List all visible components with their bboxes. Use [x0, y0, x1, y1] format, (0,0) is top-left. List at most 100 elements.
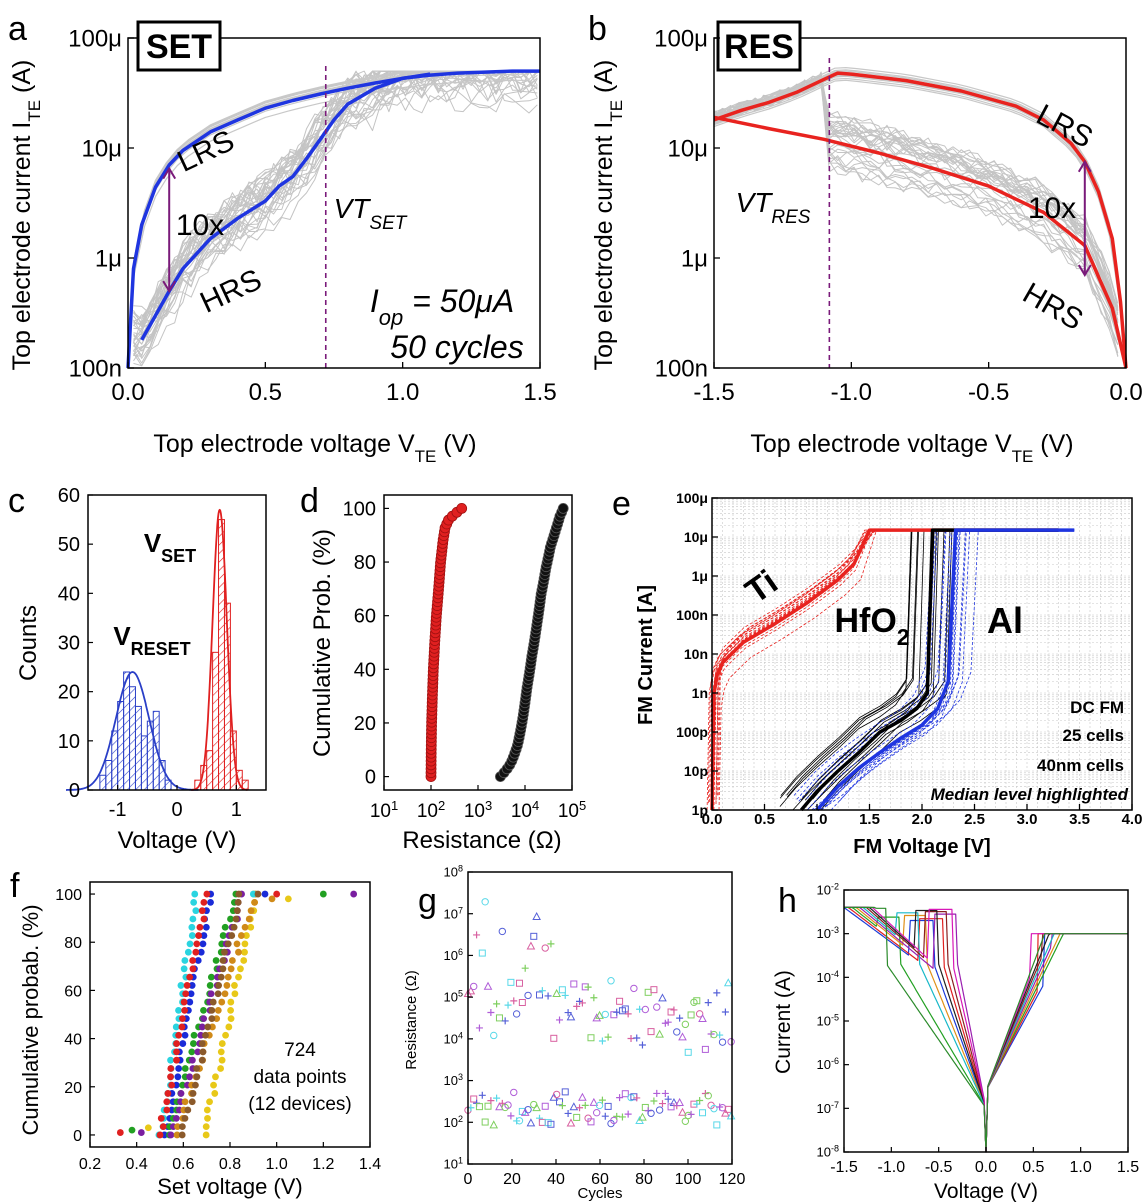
- cycle-trace: [133, 92, 538, 367]
- data-point: [217, 1048, 225, 1056]
- y-tick-label: 105: [444, 989, 463, 1005]
- data-point: [219, 965, 227, 973]
- annotation: DC FM: [1070, 698, 1124, 717]
- data-point: [234, 898, 242, 906]
- series-line-hrs: [140, 72, 431, 341]
- data-point: [193, 1073, 201, 1081]
- data-point: [561, 991, 569, 999]
- data-point: [644, 988, 652, 996]
- data-point: [184, 948, 192, 956]
- y-tick-label: 10-6: [817, 1056, 839, 1072]
- data-point: [558, 1102, 566, 1110]
- data-point: [475, 1103, 483, 1111]
- data-point: [495, 1014, 503, 1022]
- data-point: [584, 983, 592, 991]
- title-box: [716, 20, 802, 72]
- x-tick-label: 0.2: [79, 1156, 101, 1173]
- data-point: [144, 1124, 152, 1132]
- data-point: [167, 1131, 175, 1139]
- annotation: HRS: [1017, 277, 1088, 337]
- data-point: [228, 957, 236, 964]
- data-point: [235, 890, 243, 898]
- data-point: [231, 982, 238, 989]
- data-point: [510, 1088, 518, 1097]
- x-tick-label: 1.5: [1117, 1159, 1139, 1176]
- data-point: [470, 982, 478, 991]
- data-point: [547, 1120, 555, 1128]
- x-tick-label: 1: [231, 799, 242, 821]
- data-point: [569, 1102, 579, 1111]
- data-point: [610, 1116, 618, 1125]
- data-point: [547, 940, 555, 948]
- data-point: [526, 1118, 536, 1127]
- iv-curve: [844, 906, 1128, 1153]
- y-tick-label: 10p: [684, 763, 708, 779]
- annotation: 10x: [1028, 192, 1076, 225]
- data-point: [487, 1097, 495, 1105]
- x-tick-label: 1.4: [359, 1156, 381, 1173]
- data-point: [173, 1131, 181, 1139]
- arrow-head: [1077, 159, 1092, 173]
- cell-trace: [792, 529, 1059, 811]
- x-axis-label: Cycles: [577, 1185, 622, 1202]
- x-tick-label: 0.5: [249, 379, 282, 406]
- data-point: [225, 1023, 233, 1031]
- data-point: [653, 1003, 661, 1011]
- data-point: [218, 1040, 226, 1047]
- x-tick-label: 120: [719, 1171, 746, 1188]
- data-point: [604, 1033, 612, 1041]
- cycle-trace: [713, 77, 1122, 307]
- data-point: [478, 1091, 486, 1099]
- x-tick-label: 104: [511, 798, 539, 823]
- data-point: [167, 1073, 174, 1081]
- data-point: [214, 990, 222, 998]
- data-point: [544, 992, 552, 1000]
- data-point: [650, 986, 658, 994]
- data-point: [676, 1014, 684, 1022]
- data-point: [197, 948, 205, 956]
- x-tick-label: 1.0: [807, 811, 828, 828]
- data-point: [538, 1118, 546, 1126]
- data-point: [202, 923, 210, 931]
- x-tick-label: 1.0: [1070, 1159, 1092, 1176]
- data-point: [687, 1110, 695, 1118]
- data-point: [604, 1102, 612, 1110]
- data-point: [261, 890, 269, 898]
- data-point: [181, 957, 189, 964]
- x-tick-label: 0.0: [111, 379, 144, 406]
- data-point: [206, 1098, 213, 1106]
- cycle-trace: [132, 73, 529, 272]
- x-tick-label: 2.0: [912, 811, 933, 828]
- data-point: [211, 1090, 219, 1097]
- x-tick-label: -1.5: [830, 1159, 858, 1176]
- data-point: [590, 994, 598, 1002]
- cycle-trace: [713, 69, 1122, 299]
- data-point: [524, 991, 532, 1000]
- data-point: [196, 923, 204, 931]
- panel-letter: e: [612, 485, 631, 523]
- y-tick-label: 0: [69, 780, 80, 802]
- data-point: [684, 1048, 692, 1056]
- data-point: [182, 990, 190, 998]
- data-point: [178, 1023, 186, 1031]
- data-point: [481, 1118, 489, 1126]
- x-tick-label: 0: [464, 1171, 473, 1188]
- data-point: [647, 1109, 655, 1117]
- data-point: [172, 1023, 180, 1031]
- data-point: [693, 1100, 701, 1108]
- data-point: [181, 1065, 189, 1072]
- cycle-trace: [133, 78, 538, 356]
- histogram-bar: [105, 760, 113, 791]
- histogram-bar: [206, 750, 214, 791]
- data-point: [231, 990, 239, 998]
- data-point: [592, 1013, 602, 1022]
- y-tick-label: 20: [64, 1080, 82, 1097]
- data-point: [181, 1006, 189, 1014]
- y-tick-label: 100p: [676, 724, 708, 740]
- data-point: [237, 965, 244, 973]
- data-point: [202, 1131, 210, 1139]
- data-point: [199, 940, 207, 948]
- data-point: [589, 1097, 599, 1106]
- data-point: [221, 923, 229, 931]
- data-point: [556, 1098, 564, 1106]
